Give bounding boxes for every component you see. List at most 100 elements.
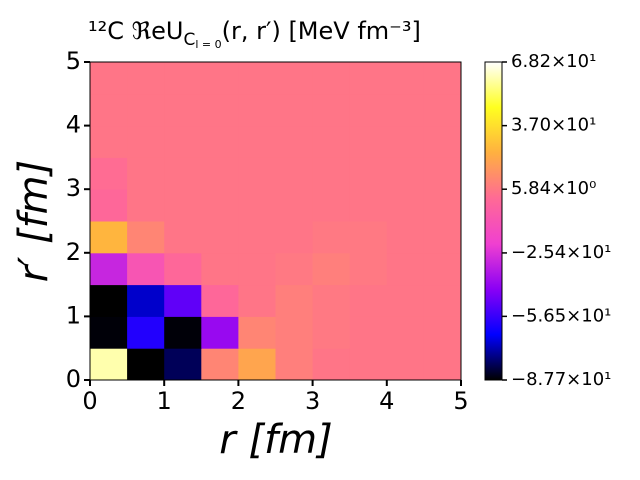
colorbar-tick-label: −5.65×10¹: [511, 305, 611, 326]
heatmap-cell: [127, 348, 165, 381]
heatmap-cell: [127, 316, 165, 349]
heatmap-cell: [238, 348, 276, 381]
heatmap-cell: [349, 221, 388, 254]
heatmap-cell: [312, 189, 351, 222]
heatmap-cell: [164, 125, 202, 158]
heatmap-cell: [386, 157, 425, 190]
heatmap-cell: [349, 284, 388, 317]
y-tick-label: 2: [66, 238, 81, 266]
x-tick-label: 5: [453, 387, 468, 415]
heatmap-cell: [423, 125, 462, 158]
heatmap-cell: [275, 316, 314, 349]
heatmap-cell: [127, 252, 165, 286]
heatmap-cell: [127, 157, 165, 190]
heatmap-cell: [201, 284, 239, 317]
heatmap-cell: [90, 157, 128, 190]
heatmap-cell: [349, 125, 388, 158]
heatmap-cell: [238, 284, 276, 317]
x-tick-label: 3: [305, 387, 320, 415]
heatmap-cell: [164, 189, 202, 222]
x-tick-label: 0: [82, 387, 97, 415]
heatmap-cell: [423, 189, 462, 222]
heatmap-cell: [164, 252, 202, 286]
y-tick-label: 4: [66, 111, 81, 139]
heatmap-cell: [312, 62, 351, 95]
heatmap-cell: [386, 221, 425, 254]
colorbar-tick-label: 5.84×10⁰: [511, 178, 596, 199]
heatmap-cell: [349, 93, 388, 127]
heatmap-cell: [349, 348, 388, 381]
colorbar-tick-label: 3.70×10¹: [511, 115, 596, 136]
heatmap-cell: [423, 221, 462, 254]
heatmap-cell: [386, 348, 425, 381]
heatmap-cell: [312, 316, 351, 349]
heatmap-cell: [238, 157, 276, 190]
heatmap-cell: [312, 252, 351, 286]
heatmap-cell: [90, 221, 128, 254]
heatmap-cell: [386, 62, 425, 95]
heatmap-cell: [201, 316, 239, 349]
x-tick-label: 2: [231, 387, 246, 415]
heatmap-cell: [127, 221, 165, 254]
x-axis-label: r [fm]: [219, 417, 332, 463]
heatmap-cell: [90, 125, 128, 158]
heatmap-cell: [386, 316, 425, 349]
heatmap-cell: [127, 125, 165, 158]
heatmap-cell: [312, 125, 351, 158]
heatmap-cell: [127, 189, 165, 222]
heatmap-cell: [238, 316, 276, 349]
heatmap-cell: [423, 62, 462, 95]
heatmap-cell: [90, 189, 128, 222]
heatmap-cell: [164, 284, 202, 317]
colorbar-tick-label: −8.77×10¹: [511, 369, 611, 390]
heatmap-cell: [386, 189, 425, 222]
heatmap-cell: [275, 157, 314, 190]
heatmap-cell: [275, 348, 314, 381]
heatmap-cell: [275, 189, 314, 222]
heatmap-cell: [164, 157, 202, 190]
y-tick-label: 3: [66, 174, 81, 202]
heatmap-cell: [423, 157, 462, 190]
heatmap-cell: [238, 93, 276, 127]
heatmap-cell: [423, 93, 462, 127]
heatmap-cell: [201, 125, 239, 158]
heatmap-cell: [312, 221, 351, 254]
heatmap-cell: [164, 93, 202, 127]
title-prefix: ¹²C ℜeU: [88, 17, 184, 45]
heatmap-cell: [349, 62, 388, 95]
heatmap-cell: [423, 348, 462, 381]
heatmap-cell: [386, 125, 425, 158]
x-tick-label: 1: [157, 387, 172, 415]
heatmap-cell: [275, 284, 314, 317]
title-subsubscript: l = 0: [195, 38, 221, 51]
heatmap-cell: [238, 189, 276, 222]
heatmap-cell: [90, 252, 128, 286]
heatmap-cell: [90, 284, 128, 317]
heatmap-cell: [164, 221, 202, 254]
colorbar: [484, 61, 503, 381]
y-tick-label: 5: [66, 47, 81, 75]
x-tick-label: 4: [379, 387, 394, 415]
colorbar-tick-label: −2.54×10¹: [511, 242, 611, 263]
heatmap-cell: [386, 284, 425, 317]
heatmap-cell: [90, 348, 128, 381]
heatmap-cell: [90, 93, 128, 127]
heatmap-cell: [201, 189, 239, 222]
heatmap-cell: [423, 284, 462, 317]
title-subscript: C: [184, 30, 196, 50]
heatmap-cell: [423, 252, 462, 286]
heatmap-cell: [312, 284, 351, 317]
heatmap-cell: [201, 93, 239, 127]
heatmap-cell: [275, 62, 314, 95]
heatmap-cell: [238, 221, 276, 254]
heatmap-cell: [201, 348, 239, 381]
colorbar-tick-label: 6.82×10¹: [511, 51, 596, 72]
heatmap-cell: [312, 93, 351, 127]
heatmap-cell: [238, 62, 276, 95]
heatmap-cell: [312, 348, 351, 381]
chart-title: ¹²C ℜeUCl = 0(r, r′) [MeV fm⁻³]: [88, 17, 421, 51]
heatmap-cell: [349, 157, 388, 190]
heatmap-cell: [201, 252, 239, 286]
title-suffix: (r, r′) [MeV fm⁻³]: [222, 17, 421, 45]
